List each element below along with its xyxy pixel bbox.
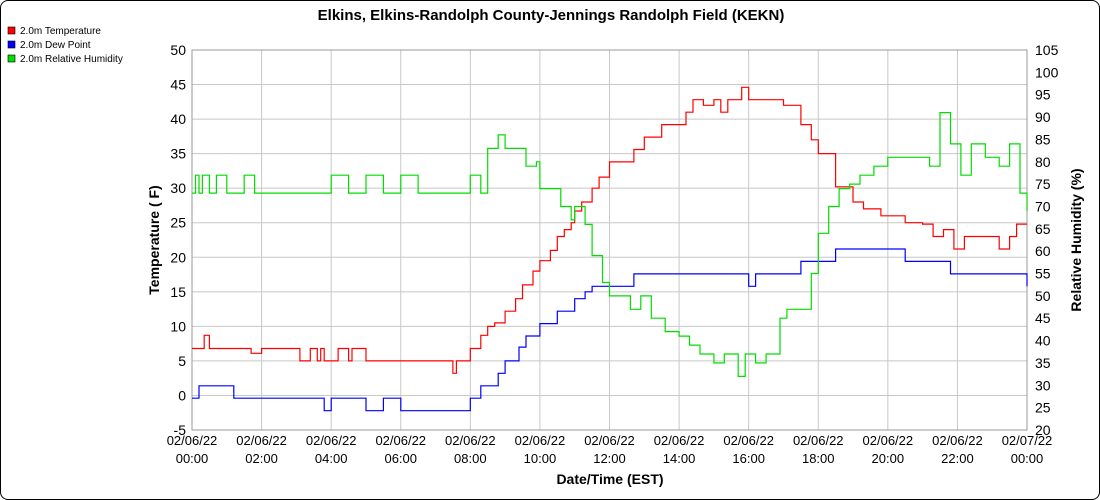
y2-tick-label: 85	[1035, 131, 1051, 147]
y-axis-left-ticks: -5 0 5 10 15 20 25 30 35 40 45 50	[170, 42, 186, 438]
x-tick-time: 04:00	[315, 451, 348, 466]
x-tick-time: 00:00	[176, 451, 209, 466]
grid	[191, 49, 1028, 431]
y-tick-label: 10	[170, 318, 186, 334]
x-tick-date: 02/06/22	[236, 433, 287, 448]
plot-area	[192, 86, 1028, 412]
y2-tick-label: 50	[1035, 288, 1051, 304]
x-tick-date: 02/06/22	[793, 433, 844, 448]
y-tick-label: 40	[170, 111, 186, 127]
y-tick-label: 30	[170, 180, 186, 196]
y2-tick-label: 65	[1035, 221, 1051, 237]
x-axis-label: Date/Time (EST)	[556, 471, 663, 487]
legend-label: 2.0m Temperature	[20, 26, 101, 37]
y2-tick-label: 20	[1035, 422, 1051, 438]
legend: 2.0m Temperature 2.0m Dew Point 2.0m Relat…	[7, 26, 123, 65]
x-tick-date: 02/06/22	[723, 433, 774, 448]
y2-tick-label: 80	[1035, 154, 1051, 170]
x-tick-time: 10:00	[524, 451, 557, 466]
y2-tick-label: 60	[1035, 243, 1051, 259]
y2-tick-label: 90	[1035, 109, 1051, 125]
chart-title: Elkins, Elkins-Randolph County-Jennings …	[318, 7, 785, 24]
y2-tick-label: 95	[1035, 87, 1051, 103]
series-line-2	[192, 112, 1028, 377]
x-tick-date: 02/06/22	[375, 433, 426, 448]
y2-tick-label: 100	[1035, 64, 1059, 80]
y2-tick-label: 25	[1035, 400, 1051, 416]
y-tick-label: 0	[178, 387, 186, 403]
x-tick-time: 12:00	[593, 451, 626, 466]
y2-tick-label: 40	[1035, 333, 1051, 349]
x-tick-time: 02:00	[245, 451, 278, 466]
y-tick-label: 50	[170, 42, 186, 58]
y2-tick-label: 45	[1035, 310, 1051, 326]
y2-tick-label: 55	[1035, 266, 1051, 282]
x-tick-date: 02/06/22	[445, 433, 496, 448]
y-axis-right-label: Relative Humidity (%)	[1068, 168, 1084, 311]
x-tick-date: 02/06/22	[167, 433, 218, 448]
y-tick-label: 25	[170, 215, 186, 231]
legend-swatch	[7, 54, 16, 63]
x-tick-time: 00:00	[1011, 451, 1044, 466]
y-tick-label: 20	[170, 249, 186, 265]
x-tick-date: 02/06/22	[932, 433, 983, 448]
x-tick-date: 02/06/22	[863, 433, 914, 448]
y-axis-left-label: Temperature ( F)	[146, 185, 162, 294]
y2-tick-label: 30	[1035, 377, 1051, 393]
legend-label: 2.0m Relative Humidity	[20, 54, 123, 65]
x-tick-time: 22:00	[941, 451, 974, 466]
legend-swatch	[7, 26, 16, 35]
x-tick-time: 08:00	[454, 451, 487, 466]
plot-border	[191, 49, 1028, 431]
x-tick-time: 14:00	[663, 451, 696, 466]
y2-tick-label: 75	[1035, 176, 1051, 192]
x-tick-date: 02/07/22	[1002, 433, 1053, 448]
x-tick-time: 20:00	[872, 451, 905, 466]
x-tick-time: 18:00	[802, 451, 835, 466]
series-line-0	[192, 86, 1027, 374]
y2-tick-label: 70	[1035, 198, 1051, 214]
y-tick-label: 5	[178, 353, 186, 369]
x-tick-date: 02/06/22	[515, 433, 566, 448]
series-line-1	[192, 248, 1028, 412]
y-axis-right-ticks: 20 25 30 35 40 45 50 55 60 65 70 75 80 85 90 95 100 105	[1035, 42, 1059, 438]
y2-tick-label: 105	[1035, 42, 1059, 58]
x-axis-ticks: 02/06/22 00:00 02/06/22 02:00 02/06/22 04:00 0…	[167, 433, 1053, 466]
y2-tick-label: 35	[1035, 355, 1051, 371]
x-tick-date: 02/06/22	[584, 433, 635, 448]
x-tick-time: 06:00	[384, 451, 417, 466]
legend-swatch	[7, 40, 16, 49]
x-tick-time: 16:00	[732, 451, 765, 466]
x-tick-date: 02/06/22	[306, 433, 357, 448]
legend-label: 2.0m Dew Point	[20, 40, 91, 51]
y-tick-label: 35	[170, 146, 186, 162]
x-tick-date: 02/06/22	[654, 433, 705, 448]
y-tick-label: 15	[170, 284, 186, 300]
y-tick-label: 45	[170, 77, 186, 93]
y-tick-label: -5	[174, 422, 187, 438]
